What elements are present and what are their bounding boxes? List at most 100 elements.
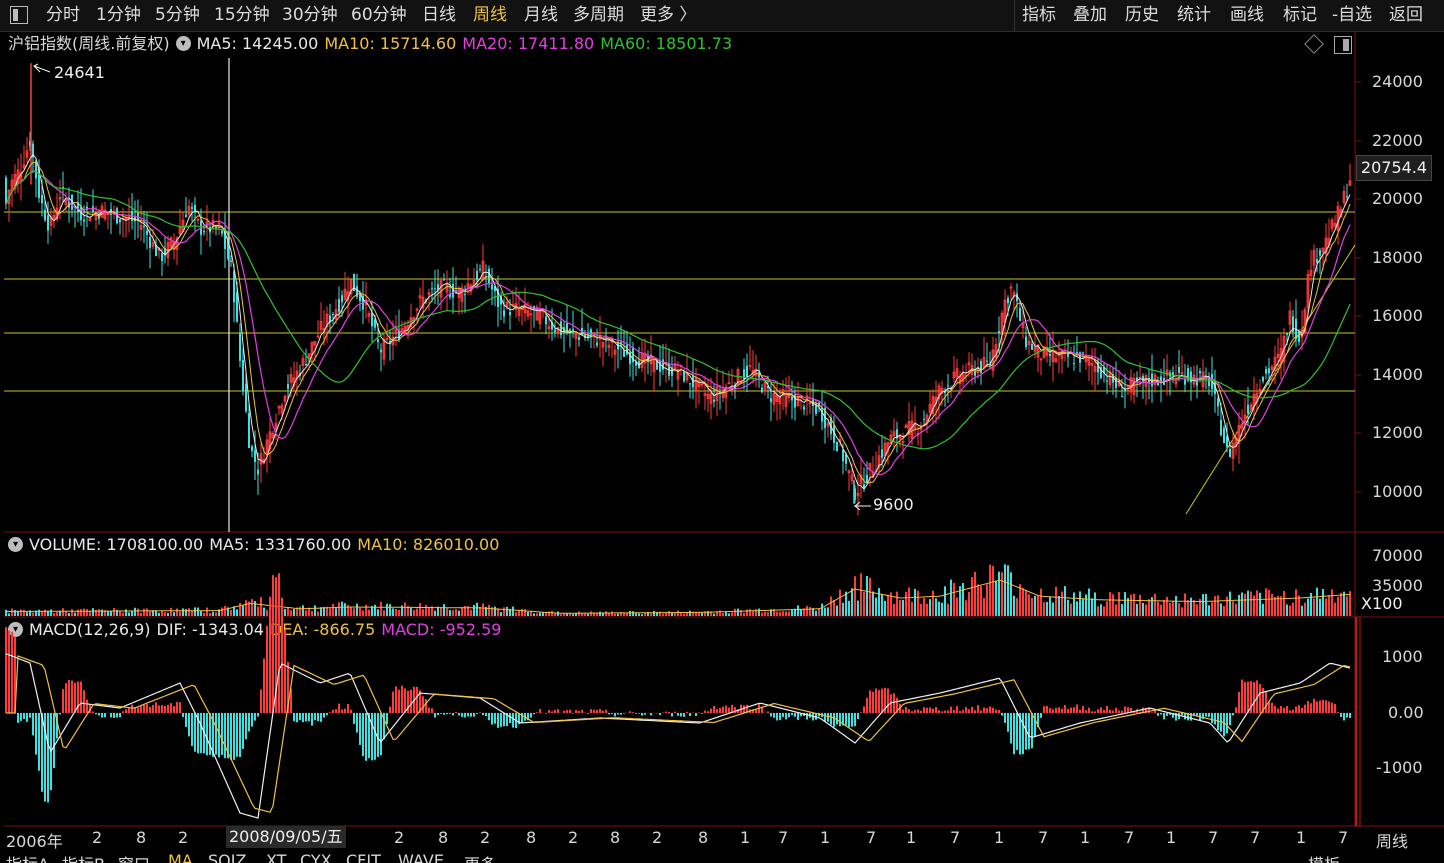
candle-body — [605, 335, 607, 337]
volume-bar — [905, 591, 907, 616]
dropdown-icon[interactable]: ▾ — [175, 36, 191, 51]
candle-body — [7, 189, 11, 205]
sidebar-toggle-icon[interactable] — [10, 6, 28, 24]
tool-overlay[interactable]: 叠加 — [1073, 5, 1107, 25]
period-1min[interactable]: 1分钟 — [96, 5, 141, 25]
macd-bar — [1187, 713, 1189, 721]
macd-bar — [680, 713, 682, 717]
macd-bar — [1049, 708, 1051, 713]
period-15min[interactable]: 15分钟 — [214, 5, 270, 25]
volume-bar — [548, 611, 550, 616]
volume-bar — [26, 612, 28, 616]
macd-bar — [1067, 708, 1069, 713]
candle-body — [203, 231, 205, 233]
tab-indicator-a[interactable]: 指标A — [6, 851, 49, 863]
macd-bar — [944, 710, 946, 713]
candle-body — [434, 288, 436, 290]
candle-body — [74, 206, 76, 208]
macd-bar — [467, 713, 469, 717]
macd-bar — [674, 711, 676, 713]
tab-sqjz[interactable]: SQJZ — [208, 851, 247, 863]
volume-dropdown-icon[interactable]: ▾ — [8, 537, 23, 552]
period-5min[interactable]: 5分钟 — [155, 5, 200, 25]
candle-body — [356, 286, 358, 297]
candle-body — [1160, 376, 1162, 384]
macd-bar — [473, 713, 475, 717]
macd-bar — [383, 713, 385, 740]
macd-bar — [155, 702, 157, 713]
period-fenshi[interactable]: 分时 — [46, 5, 80, 25]
tool-mark[interactable]: 标记 — [1283, 5, 1317, 25]
candle-body — [1243, 414, 1247, 425]
tool-draw[interactable]: 画线 — [1230, 5, 1264, 25]
period-month[interactable]: 月线 — [524, 5, 558, 25]
candle-body — [1012, 292, 1016, 297]
period-multi[interactable]: 多周期 — [573, 5, 624, 25]
macd-bar — [512, 713, 514, 728]
panel-toggle-icon[interactable] — [1334, 36, 1352, 54]
period-day[interactable]: 日线 — [422, 5, 456, 25]
macd-bar — [980, 710, 982, 713]
tab-cfjt[interactable]: CFJT — [346, 851, 381, 863]
volume-bar — [29, 610, 31, 616]
tab-window[interactable]: 窗口 — [118, 851, 150, 863]
macd-bar — [272, 575, 274, 713]
diamond-icon[interactable] — [1304, 34, 1324, 54]
volume-bar — [971, 577, 973, 616]
macd-bar — [287, 661, 289, 713]
volume-bar — [884, 600, 886, 616]
volume-bar — [857, 600, 859, 616]
volume-bar — [893, 604, 895, 616]
volume-bar — [68, 613, 70, 616]
candle-body — [787, 393, 791, 399]
candle-body — [215, 227, 217, 229]
tool-indicator[interactable]: 指标 — [1022, 5, 1056, 25]
macd-bar — [611, 713, 613, 714]
volume-bar — [443, 604, 445, 616]
macd-bar — [1130, 707, 1132, 713]
volume-bar — [620, 612, 622, 616]
macd-bar — [587, 713, 589, 714]
volume-bar — [428, 606, 430, 616]
macd-bar — [947, 710, 949, 713]
macd-bar — [629, 711, 631, 713]
period-30min[interactable]: 30分钟 — [282, 5, 338, 25]
tool-stats[interactable]: 统计 — [1177, 5, 1211, 25]
candle-body — [319, 320, 323, 330]
candle-body — [923, 418, 925, 420]
tab-cyx[interactable]: CYX — [300, 851, 332, 863]
macd-dropdown-icon[interactable]: ▾ — [8, 622, 23, 637]
volume-bar — [179, 611, 181, 616]
tool-remove-watchlist[interactable]: -自选 — [1332, 5, 1373, 25]
tab-indicator-b[interactable]: 指标B — [62, 851, 105, 863]
macd-bar — [842, 713, 844, 726]
tab-template[interactable]: 模板 — [1308, 851, 1340, 863]
tab-ma[interactable]: MA — [168, 851, 193, 863]
tool-history[interactable]: 历史 — [1125, 5, 1159, 25]
candle-body — [715, 385, 719, 402]
volume-bar — [1055, 586, 1057, 616]
volume-bar — [809, 607, 811, 616]
macd-bar — [308, 713, 310, 722]
volume-bar — [65, 611, 67, 616]
volume-bar — [1322, 589, 1324, 616]
candle-body — [161, 253, 163, 261]
period-60min[interactable]: 60分钟 — [351, 5, 407, 25]
tab-xt[interactable]: XT — [266, 851, 287, 863]
tab-more[interactable]: 更多 — [464, 851, 496, 863]
macd-bar — [398, 689, 400, 713]
time-axis-label: 7 — [1124, 828, 1135, 847]
tool-back[interactable]: 返回 — [1389, 5, 1423, 25]
tab-wave[interactable]: WAVE — [398, 851, 444, 863]
period-more[interactable]: 更多 〉 — [640, 5, 697, 25]
time-axis-label: 1 — [994, 828, 1005, 847]
candle-body — [268, 431, 272, 449]
volume-bar — [206, 607, 208, 616]
ma20-label: MA20: 17411.80 — [462, 34, 595, 53]
period-week[interactable]: 周线 — [473, 5, 507, 25]
candle-body — [581, 327, 583, 336]
candle-body — [812, 397, 814, 406]
candle-body — [1136, 377, 1138, 382]
volume-bar — [404, 602, 406, 616]
candle-body — [1231, 442, 1235, 459]
